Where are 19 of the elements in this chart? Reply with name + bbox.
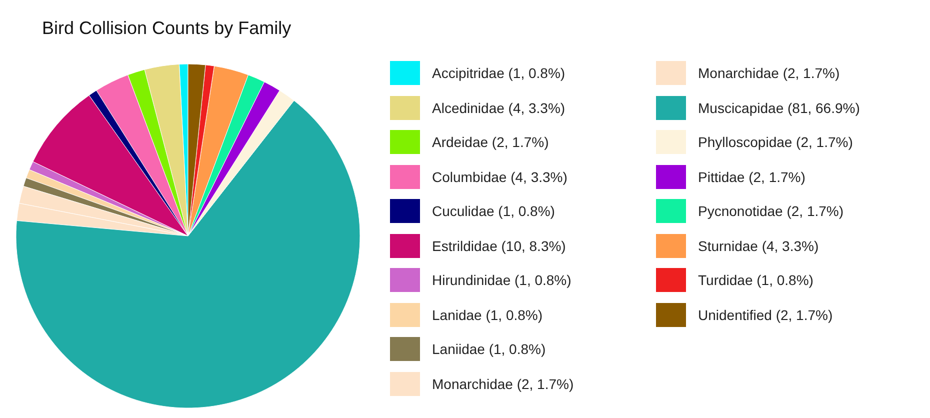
legend-label: Accipitridae (1, 0.8%): [432, 65, 566, 82]
legend-label: Ardeidae (2, 1.7%): [432, 134, 549, 150]
legend-label: Lanidae (1, 0.8%): [432, 306, 543, 323]
legend-label: Sturnidae (4, 3.3%): [698, 238, 819, 254]
legend-label: Cuculidae (1, 0.8%): [432, 203, 555, 220]
legend-label: Monarchidae (2, 1.7%): [698, 65, 840, 82]
legend-label: Laniidae (1, 0.8%): [432, 341, 546, 358]
legend-label: Unidentified (2, 1.7%): [698, 306, 833, 323]
legend-label: Pittidae (2, 1.7%): [698, 168, 806, 185]
legend-label: Muscicapidae (81, 66.9%): [698, 100, 860, 116]
legend-label: Phylloscopidae (2, 1.7%): [698, 134, 853, 150]
legend-label: Columbidae (4, 3.3%): [432, 168, 568, 185]
chart-title: Bird Collision Counts by Family: [42, 18, 292, 39]
legend-label: Estrildidae (10, 8.3%): [432, 238, 566, 254]
legend-label: Monarchidae (2, 1.7%): [432, 376, 574, 392]
legend-label: Hirundinidae (1, 0.8%): [432, 272, 572, 288]
legend-label: Alcedinidae (4, 3.3%): [432, 100, 566, 116]
legend-label: Pycnonotidae (2, 1.7%): [698, 203, 844, 220]
legend-label: Turdidae (1, 0.8%): [698, 272, 814, 288]
